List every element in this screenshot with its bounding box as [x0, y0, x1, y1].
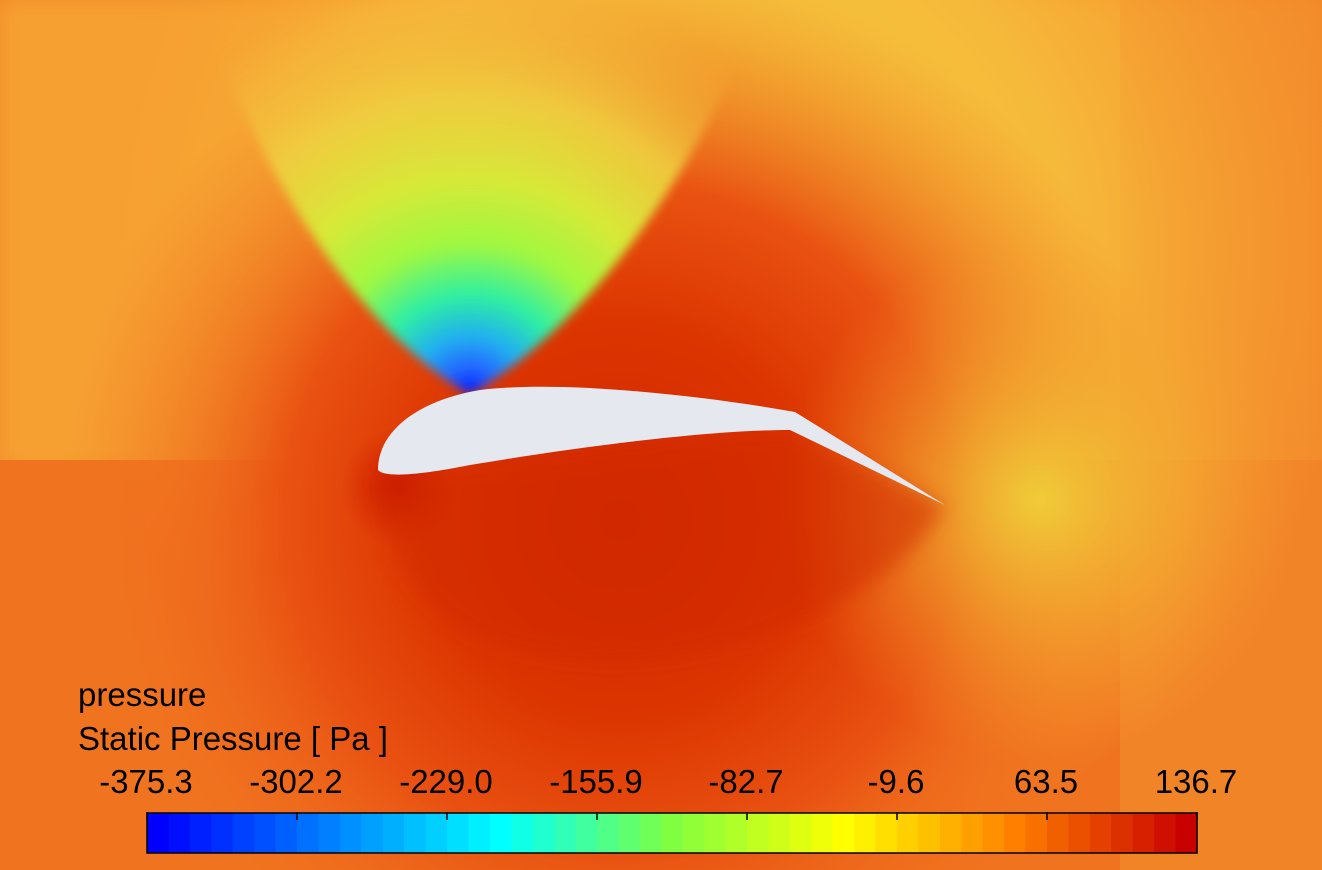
colorbar-band	[211, 813, 234, 853]
colorbar-band	[597, 813, 620, 853]
colorbar-tick-label: -82.7	[708, 763, 784, 800]
colorbar-tick-label: -229.0	[399, 763, 493, 800]
colorbar-band	[1068, 813, 1091, 853]
colorbar-band	[275, 813, 298, 853]
colorbar-band	[1111, 813, 1134, 853]
colorbar-band	[661, 813, 684, 853]
colorbar-band	[382, 813, 405, 853]
colorbar-band	[939, 813, 962, 853]
colorbar-band	[961, 813, 984, 853]
pressure-side-region	[378, 430, 945, 660]
colorbar-band	[682, 813, 705, 853]
legend-title: Static Pressure [ Pa ]	[78, 720, 388, 757]
colorbar-band	[489, 813, 512, 853]
colorbar-band	[254, 813, 277, 853]
colorbar-band	[232, 813, 255, 853]
colorbar-tick-label: 136.7	[1154, 763, 1238, 800]
colorbar-tick-label: -302.2	[249, 763, 343, 800]
colorbar-band	[318, 813, 341, 853]
colorbar-band	[618, 813, 641, 853]
colorbar-band	[447, 813, 470, 853]
colorbar-band	[747, 813, 770, 853]
colorbar-band	[532, 813, 555, 853]
colorbar-band	[811, 813, 834, 853]
colorbar-band	[982, 813, 1005, 853]
colorbar	[146, 812, 1198, 854]
colorbar-band	[1132, 813, 1155, 853]
colorbar-tick-label: -155.9	[549, 763, 643, 800]
colorbar-band	[511, 813, 534, 853]
colorbar-band	[789, 813, 812, 853]
colorbar-band	[404, 813, 427, 853]
colorbar-band	[339, 813, 362, 853]
colorbar-band	[1004, 813, 1027, 853]
legend-variable-name: pressure	[78, 676, 207, 713]
colorbar-band	[361, 813, 384, 853]
suction-peak-region	[200, 0, 760, 395]
colorbar-band	[468, 813, 491, 853]
colorbar-band	[639, 813, 662, 853]
colorbar-band	[897, 813, 920, 853]
colorbar-band	[1175, 813, 1198, 853]
airfoil-shape	[378, 386, 945, 505]
colorbar-band	[297, 813, 320, 853]
colorbar-band	[875, 813, 898, 853]
colorbar-tick-label: -9.6	[867, 763, 925, 800]
colorbar-band	[725, 813, 748, 853]
colorbar-band	[1025, 813, 1048, 853]
colorbar-band	[575, 813, 598, 853]
colorbar-tick-label: 63.5	[1013, 763, 1079, 800]
colorbar-band	[168, 813, 191, 853]
colorbar-band	[1047, 813, 1070, 853]
colorbar-band	[854, 813, 877, 853]
colorbar-band	[1089, 813, 1112, 853]
colorbar-band	[554, 813, 577, 853]
colorbar-band	[832, 813, 855, 853]
colorbar-tick-label: -375.3	[99, 763, 193, 800]
colorbar-band	[189, 813, 212, 853]
colorbar-band	[918, 813, 941, 853]
colorbar-band	[768, 813, 791, 853]
colorbar-band	[1154, 813, 1177, 853]
colorbar-band	[425, 813, 448, 853]
colorbar-band	[704, 813, 727, 853]
colorbar-band	[147, 813, 170, 853]
